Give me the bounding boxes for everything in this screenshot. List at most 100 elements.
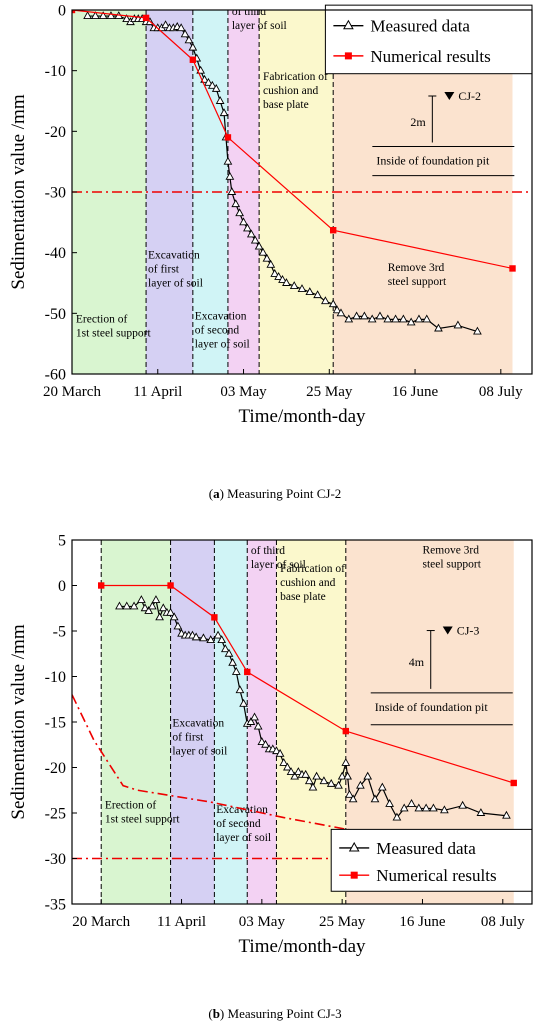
inset-schematic: CJ-3 4m Inside of foundation pit: [370, 624, 513, 726]
legend-marker: [350, 871, 358, 879]
data-point: [377, 782, 387, 791]
region-label: Inside of foundation pit: [375, 700, 489, 714]
y-tick-label: -40: [45, 245, 66, 262]
data-point: [336, 308, 346, 317]
data-point: [363, 771, 373, 780]
data-point: [250, 235, 260, 244]
data-point: [225, 171, 235, 180]
y-tick-label: -60: [45, 367, 66, 384]
phase-label: Excavation of third layer of soil: [232, 0, 287, 32]
y-tick-label: -30: [45, 185, 66, 202]
data-point: [510, 779, 517, 787]
data-point: [91, 11, 100, 20]
phase-label-line: of second: [216, 818, 261, 830]
data-point: [219, 108, 229, 117]
caption-a-text: Measuring Point CJ-2: [227, 486, 342, 501]
phase-label-line: layer of soil: [148, 278, 203, 290]
data-point: [147, 601, 157, 610]
y-tick-label: -30: [45, 851, 66, 868]
phase-label-line: Excavation: [172, 718, 224, 730]
caption-a: (a) Measuring Point CJ-2: [208, 486, 342, 501]
phase-label: Erection of 1st steel support: [105, 799, 181, 825]
caption-b-text: Measuring Point CJ-3: [227, 1006, 342, 1021]
data-point: [352, 311, 361, 320]
data-point: [211, 83, 221, 92]
data-point: [223, 156, 233, 165]
x-tick-label: 20 March: [72, 914, 130, 930]
measuring-point-marker-icon: [442, 626, 453, 635]
y-tick-label: -20: [45, 760, 66, 777]
data-point: [344, 314, 354, 323]
data-point: [421, 803, 431, 812]
data-point: [275, 748, 285, 757]
data-point: [502, 810, 511, 819]
data-point: [235, 685, 245, 694]
legend-label: Numerical results: [376, 866, 496, 885]
data-point: [137, 595, 146, 604]
region-label: Inside of foundation pit: [376, 154, 490, 168]
phase-label: Excavation of second layer of soil: [195, 310, 250, 350]
x-tick-label: 11 April: [157, 914, 206, 930]
data-point: [407, 798, 416, 807]
data-point: [250, 712, 259, 721]
data-point: [83, 11, 92, 20]
x-axis-title: Time/month-day: [238, 936, 366, 957]
data-point: [272, 746, 281, 755]
phase-band: [101, 540, 171, 904]
data-point: [239, 217, 248, 226]
x-tick-label: 16 June: [392, 384, 439, 400]
phase-label: Fabrication of cushion and base plate: [280, 563, 345, 603]
data-point: [434, 323, 443, 332]
phase-label-line: of first: [148, 264, 180, 276]
data-point: [266, 259, 276, 268]
data-point: [383, 314, 393, 323]
data-point: [313, 290, 322, 299]
legend-label: Numerical results: [370, 47, 490, 66]
data-point: [391, 314, 400, 323]
legend-marker: [348, 841, 360, 852]
phase-label-line: Excavation: [216, 804, 268, 816]
y-tick-label: -35: [45, 897, 66, 914]
series-numerical: [72, 10, 516, 272]
data-point: [258, 247, 268, 256]
x-tick-label: 20 March: [43, 384, 101, 400]
x-tick-label: 25 May: [306, 384, 353, 400]
y-tick-label: 5: [58, 533, 66, 550]
data-point: [158, 603, 168, 612]
data-point: [305, 287, 315, 296]
data-point: [246, 229, 256, 238]
data-point: [406, 317, 416, 326]
data-point: [191, 632, 201, 641]
data-point: [414, 803, 424, 812]
phase-label: Excavation of third layer of soil: [251, 531, 306, 571]
data-point: [180, 29, 190, 38]
series-numerical: [98, 582, 517, 787]
data-point: [422, 314, 432, 323]
x-tick-label: 03 May: [239, 914, 286, 930]
data-point: [321, 296, 330, 305]
y-tick-label: -15: [45, 715, 66, 732]
data-point: [429, 803, 438, 812]
x-tick-label: 08 July: [481, 914, 525, 930]
data-point: [184, 35, 194, 44]
y-tick-label: -5: [53, 624, 66, 641]
data-point: [370, 794, 380, 803]
data-point: [319, 776, 329, 785]
phase-label-line: layer of soil: [172, 746, 227, 758]
phase-label-line: 1st steel support: [105, 813, 181, 825]
data-point: [217, 635, 227, 644]
caption-b: (b) Measuring Point CJ-3: [208, 1006, 342, 1021]
phase-label-line: Erection of: [105, 799, 157, 811]
data-point: [204, 77, 213, 86]
data-point: [329, 227, 337, 234]
data-point: [161, 20, 170, 29]
phase-label-line: base plate: [280, 591, 326, 603]
x-axis-title: Time/month-day: [238, 406, 366, 427]
data-point: [173, 621, 183, 630]
phase-label-line: layer of soil: [216, 832, 271, 844]
data-point: [140, 603, 150, 612]
data-point: [282, 278, 291, 286]
data-point: [72, 10, 76, 14]
phase-label-line: Excavation: [195, 310, 247, 322]
x-tick-label: 08 July: [479, 384, 523, 400]
